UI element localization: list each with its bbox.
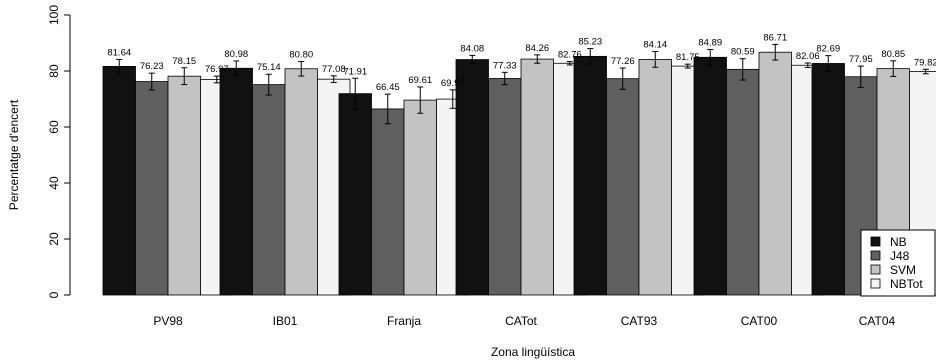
- x-axis-title: Zona lingüística: [491, 345, 575, 359]
- bar-Franja-J48: [371, 108, 405, 296]
- bar-CAT04-NB: [811, 63, 845, 296]
- bar-Franja-NB: [338, 93, 372, 296]
- value-label-PV98-NB: 81.64: [107, 47, 131, 58]
- x-tick-label-CAT93: CAT93: [621, 314, 658, 328]
- bar-PV98-NB: [102, 66, 136, 296]
- legend-swatch-SVM: [870, 264, 881, 275]
- value-label-IB01-NB: 80.98: [224, 49, 248, 60]
- bar-IB01-NB: [219, 67, 253, 296]
- value-label-Franja-J48: 66.45: [376, 82, 400, 93]
- x-tick-label-IB01: IB01: [273, 314, 298, 328]
- value-label-Franja-NBTot: 69.97: [441, 78, 465, 89]
- value-label-CAT00-NBTot: 82.06: [796, 51, 820, 62]
- bar-CAT93-J48: [606, 78, 640, 296]
- value-label-CAT04-NBTot: 79.82: [914, 57, 936, 68]
- value-label-CATot-NBTot: 82.76: [558, 50, 582, 61]
- value-label-CAT00-J48: 80.59: [731, 47, 755, 58]
- value-label-CATot-SVM: 84.26: [525, 43, 549, 54]
- y-tick-label-100: 100: [47, 5, 61, 25]
- bar-CAT93-NB: [573, 55, 607, 296]
- x-tick-label-Franja: Franja: [387, 314, 421, 328]
- value-label-CAT93-SVM: 84.14: [643, 40, 667, 51]
- bars-group: [102, 43, 936, 296]
- value-label-IB01-NBTot: 77.08: [322, 64, 346, 75]
- value-label-PV98-NBTot: 76.97: [205, 64, 229, 75]
- bar-IB01-J48: [252, 84, 286, 296]
- bar-CAT00-SVM: [758, 51, 792, 296]
- value-label-PV98-J48: 76.23: [140, 61, 164, 72]
- value-labels-group: 81.64 76.23 78.15 76.97 80.98 75.14 80.80 77.08…: [107, 32, 936, 93]
- bar-CAT00-J48: [726, 68, 760, 296]
- value-label-CAT00-SVM: 86.71: [763, 32, 787, 43]
- axes-group: 0 20 40 60 80 100 PV98 IB01 Franja CATot CAT93 CAT0…: [47, 5, 896, 328]
- bar-CATot-SVM: [520, 58, 554, 296]
- value-label-CATot-NB: 84.08: [460, 43, 484, 54]
- legend-label-SVM: SVM: [890, 263, 916, 277]
- bar-CATot-NB: [455, 59, 489, 296]
- legend-swatch-NB: [870, 236, 881, 247]
- y-axis-title: Percentatge d'encert: [7, 99, 21, 210]
- bar-PV98-J48: [135, 81, 169, 296]
- bar-Franja-SVM: [403, 99, 437, 296]
- bar-IB01-SVM: [284, 68, 318, 296]
- y-tick-label-80: 80: [47, 64, 61, 78]
- y-tick-label-0: 0: [47, 291, 61, 298]
- bar-CAT00-NB: [693, 56, 727, 296]
- value-label-CAT93-NBTot: 81.75: [676, 52, 700, 63]
- legend-label-NBTot: NBTot: [890, 277, 923, 291]
- y-tick-label-40: 40: [47, 176, 61, 190]
- y-tick-label-60: 60: [47, 120, 61, 134]
- x-tick-label-CAT04: CAT04: [859, 314, 896, 328]
- y-tick-label-20: 20: [47, 232, 61, 246]
- value-label-CAT04-SVM: 80.85: [881, 49, 905, 60]
- x-tick-label-PV98: PV98: [153, 314, 183, 328]
- value-label-CAT93-J48: 77.26: [611, 56, 635, 67]
- value-label-CAT00-NB: 84.89: [698, 37, 722, 48]
- value-label-CAT93-NB: 85.23: [578, 37, 602, 48]
- bar-CATot-J48: [488, 78, 522, 296]
- value-label-PV98-SVM: 78.15: [172, 56, 196, 67]
- bar-PV98-SVM: [167, 75, 201, 296]
- legend-label-J48: J48: [890, 249, 910, 263]
- x-tick-label-CATot: CATot: [505, 314, 537, 328]
- value-label-IB01-SVM: 80.80: [289, 49, 313, 60]
- value-label-Franja-SVM: 69.61: [408, 75, 432, 86]
- legend-swatch-J48: [870, 250, 881, 261]
- legend-swatch-NBTot: [870, 278, 881, 289]
- value-label-CAT04-J48: 77.95: [849, 54, 873, 65]
- x-tick-label-CAT00: CAT00: [741, 314, 778, 328]
- value-label-Franja-NB: 71.91: [343, 66, 367, 77]
- bar-CAT93-SVM: [638, 59, 672, 296]
- legend-label-NB: NB: [890, 235, 907, 249]
- value-label-CATot-J48: 77.33: [493, 60, 517, 71]
- value-label-IB01-J48: 75.14: [257, 62, 281, 73]
- value-label-CAT04-NB: 82.69: [816, 44, 840, 55]
